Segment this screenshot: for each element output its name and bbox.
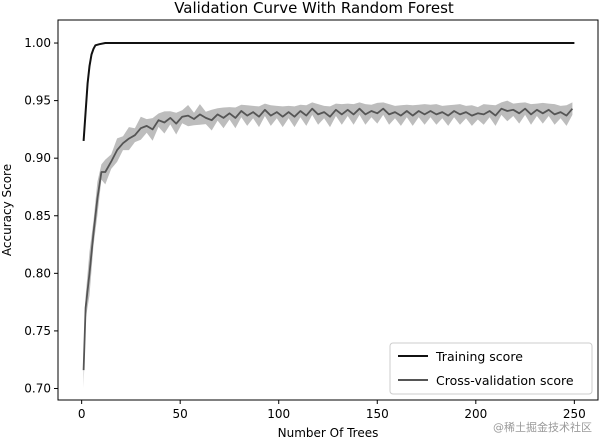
chart-title: Validation Curve With Random Forest	[174, 0, 454, 17]
cv-score-line	[82, 107, 574, 371]
x-tick-label: 200	[464, 407, 487, 421]
y-tick-label: 1.00	[24, 36, 51, 50]
y-axis-label: Accuracy Score	[0, 164, 14, 256]
y-tick-label: 0.75	[24, 324, 51, 338]
legend: Training score Cross-validation score	[389, 342, 593, 395]
x-axis-label: Number Of Trees	[278, 426, 379, 438]
y-tick-label: 0.80	[24, 266, 51, 280]
legend-label-training: Training score	[435, 349, 523, 364]
cv-score-band	[83, 100, 573, 389]
x-tick-label: 50	[173, 407, 188, 421]
plot-area	[82, 42, 575, 389]
plot-frame	[57, 19, 599, 401]
x-tick-label: 100	[267, 407, 290, 421]
x-tick-label: 0	[78, 407, 86, 421]
watermark-text: @稀土掘金技术社区	[493, 421, 592, 434]
x-tick-label: 250	[563, 407, 586, 421]
training-score-line	[82, 42, 575, 141]
legend-box	[389, 342, 593, 395]
axis-ticks: 0 50 100 150 200 250 0.70 0.75 0.80 0.85 0.90 0.95 1…	[24, 36, 586, 421]
y-tick-label: 0.90	[24, 151, 51, 165]
y-tick-label: 0.85	[24, 209, 51, 223]
y-tick-label: 0.95	[24, 94, 51, 108]
x-tick-label: 150	[366, 407, 389, 421]
y-tick-label: 0.70	[24, 381, 51, 395]
legend-label-cv: Cross-validation score	[436, 373, 574, 388]
